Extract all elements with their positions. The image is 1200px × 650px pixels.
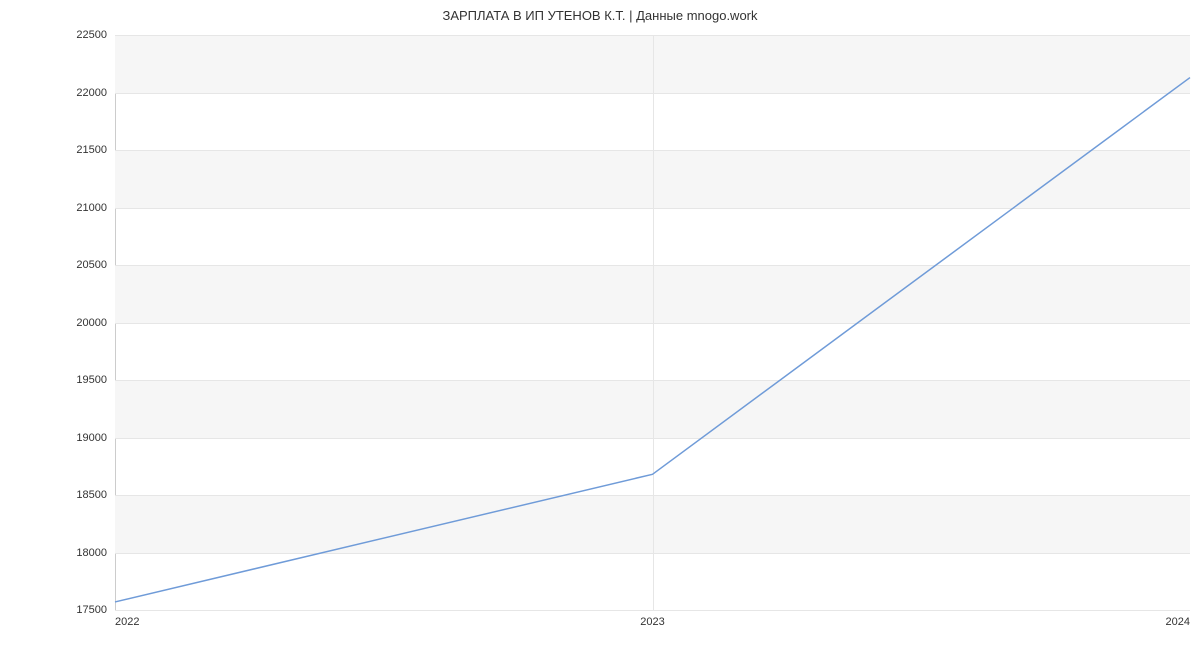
h-gridline [115, 610, 1190, 611]
plot-area: 1750018000185001900019500200002050021000… [115, 35, 1190, 610]
y-tick-label: 22000 [76, 87, 107, 99]
y-tick-label: 20500 [76, 259, 107, 271]
salary-line-chart: ЗАРПЛАТА В ИП УТЕНОВ К.Т. | Данные mnogo… [0, 0, 1200, 650]
x-tick-label: 2022 [115, 616, 139, 628]
y-tick-label: 18000 [76, 547, 107, 559]
series-line [115, 78, 1190, 602]
y-tick-label: 22500 [76, 29, 107, 41]
y-tick-label: 20000 [76, 317, 107, 329]
y-tick-label: 18500 [76, 489, 107, 501]
y-tick-label: 17500 [76, 604, 107, 616]
y-tick-label: 19000 [76, 432, 107, 444]
y-tick-label: 21000 [76, 202, 107, 214]
y-tick-label: 19500 [76, 374, 107, 386]
y-tick-label: 21500 [76, 144, 107, 156]
x-tick-label: 2024 [1166, 616, 1190, 628]
chart-title: ЗАРПЛАТА В ИП УТЕНОВ К.Т. | Данные mnogo… [0, 8, 1200, 23]
x-tick-label: 2023 [640, 616, 664, 628]
line-series-layer [115, 35, 1190, 610]
